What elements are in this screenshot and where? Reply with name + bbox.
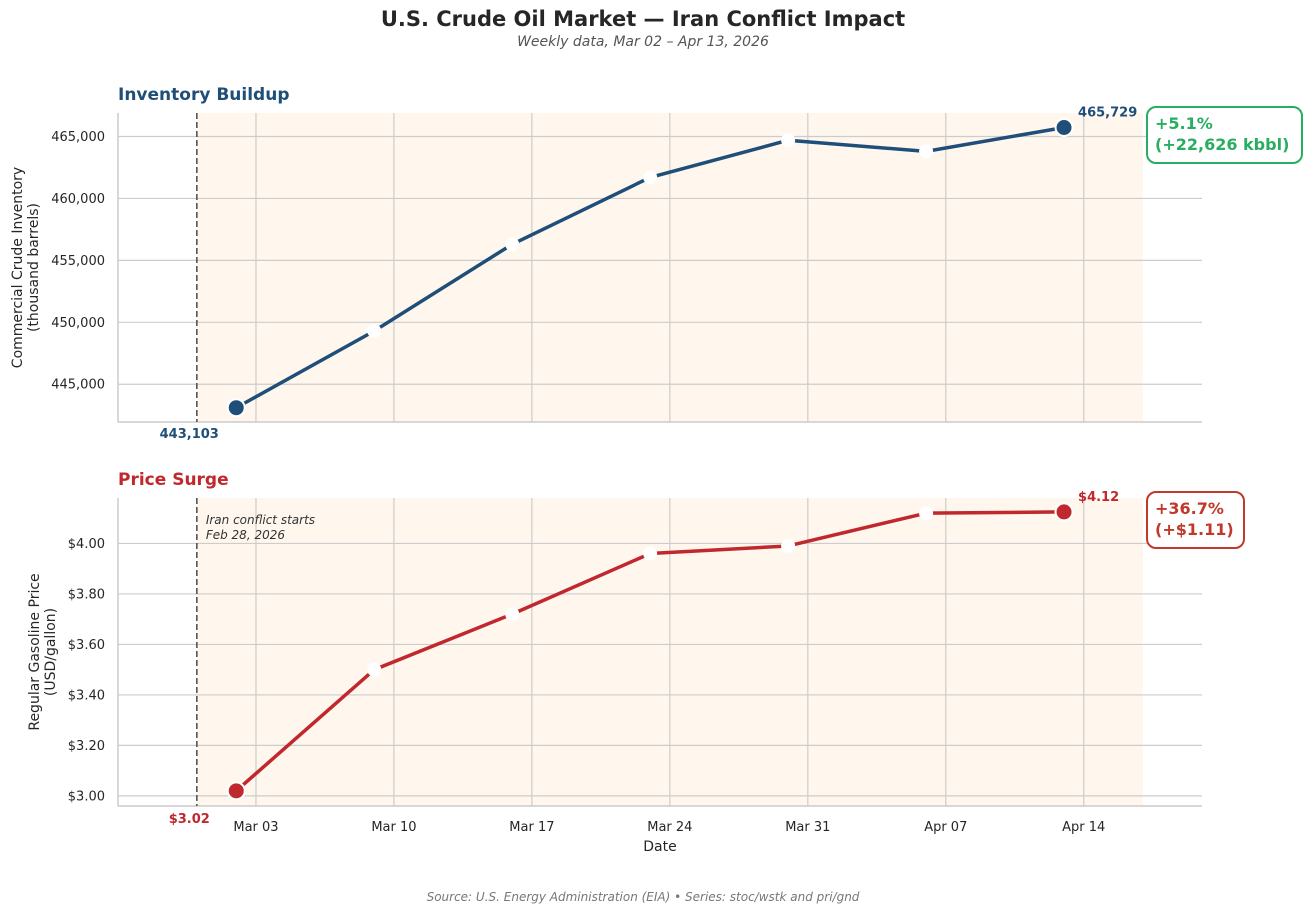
inventory-endpoint-marker [1054,118,1074,138]
x-tick-label: Mar 10 [371,820,416,835]
panel-title: Inventory Buildup [118,85,290,105]
inventory-endpoint-marker [226,398,246,418]
inventory-data-point [643,170,658,185]
start-value-label: $3.02 [169,812,210,827]
chart-subtitle: Weekly data, Mar 02 – Apr 13, 2026 [517,34,769,50]
y-axis-title-line: Commercial Crude Inventory [10,167,26,368]
end-value-label: $4.12 [1078,490,1119,505]
y-tick-label: 455,000 [51,254,105,269]
price-panel: $3.00 $3.20 $3.40 $3.60 $3.80 $4.00 Regular Ga… [27,470,1245,855]
y-tick-label: $3.00 [68,789,105,804]
event-annotation: Feb 28, 2026 [206,528,286,542]
source-note: Source: U.S. Energy Administration (EIA)… [427,890,860,904]
y-tick-label: $4.00 [68,537,105,552]
y-tick-label: 465,000 [51,130,105,145]
x-tick-label: Mar 24 [647,820,692,835]
y-axis-title: Commercial Crude Inventory(thousand barr… [10,167,42,368]
y-axis-title-line: (thousand barrels) [26,203,42,332]
end-value-label: 465,729 [1078,106,1137,121]
y-axis-title: Regular Gasoline Price(USD/gallon) [27,573,59,730]
price-data-point [919,506,934,521]
inventory-data-point [505,237,520,252]
change-badge-text: +5.1% [1155,114,1213,133]
change-badge-text: (+$1.11) [1155,520,1234,539]
event-annotation: Iran conflict starts [206,513,315,527]
change-badge [1146,491,1245,549]
y-tick-label: $3.60 [68,638,105,653]
x-tick-label: Apr 14 [1062,820,1105,835]
y-tick-label: $3.40 [68,688,105,703]
inventory-data-point [919,144,934,159]
inventory-panel: 445,000 450,000 455,000 460,000 465,000 Comme… [10,85,1303,442]
y-tick-label: $3.20 [68,739,105,754]
price-data-point [367,662,382,677]
x-tick-label: Mar 31 [785,820,830,835]
price-endpoint-marker [226,781,246,801]
price-data-point [505,607,520,622]
y-axis-title-line: (USD/gallon) [43,608,59,696]
price-data-point [643,546,658,561]
start-value-label: 443,103 [160,427,219,442]
x-tick-label: Mar 17 [509,820,554,835]
x-tick-label: Mar 03 [233,820,278,835]
inventory-data-point [367,323,382,338]
price-data-point [781,538,796,553]
chart-title: U.S. Crude Oil Market — Iran Conflict Im… [381,7,905,31]
y-tick-label: 450,000 [51,316,105,331]
x-tick-label: Apr 07 [924,820,967,835]
change-badge [1146,106,1303,164]
panel-title: Price Surge [118,470,229,490]
y-tick-label: 445,000 [51,378,105,393]
price-endpoint-marker [1054,502,1074,522]
inventory-data-point [781,133,796,148]
y-tick-label: $3.80 [68,587,105,602]
y-tick-label: 460,000 [51,192,105,207]
change-badge-text: +36.7% [1155,499,1224,518]
change-badge-text: (+22,626 kbbl) [1155,135,1289,154]
x-axis-title: Date [643,839,676,855]
y-axis-title-line: Regular Gasoline Price [27,573,43,730]
